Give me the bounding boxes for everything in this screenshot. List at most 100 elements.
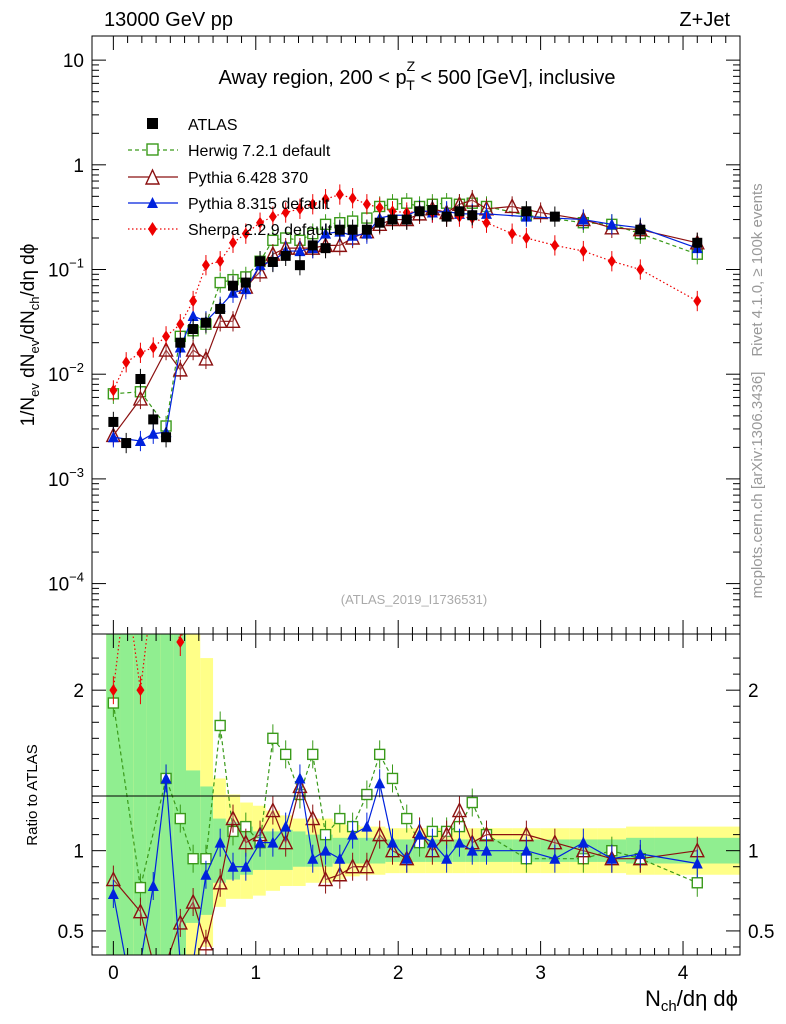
atlas-point xyxy=(267,256,278,267)
pythia8-point xyxy=(320,227,332,239)
ratio-x-tick-label: 2 xyxy=(393,963,404,984)
xlabel-a: N xyxy=(645,986,661,1011)
ratio-x-tick-label: 4 xyxy=(678,963,689,984)
main-y-axis-label: 1/Nev dNev/dNch/dη dϕ xyxy=(18,244,42,427)
herwig-ratio-point xyxy=(691,877,703,889)
sherpa-point xyxy=(176,318,185,331)
pythia6-ratio-point xyxy=(238,834,254,850)
title-post: < 500 [GeV], inclusive xyxy=(415,67,616,89)
main-y-tick-label: 10−4 xyxy=(48,570,84,596)
band-inner-bin xyxy=(213,818,226,883)
pythia6-ratio-point xyxy=(438,826,455,842)
pythia6-point xyxy=(225,312,241,329)
atlas-point xyxy=(414,206,425,217)
pythia6-ratio-point xyxy=(451,801,468,818)
atlas-point xyxy=(374,217,385,228)
pythia6-point xyxy=(532,203,549,220)
sherpa-point xyxy=(508,227,517,240)
pythia6-ratio-point xyxy=(372,826,388,842)
ratio-x-tick-label: 1 xyxy=(250,963,261,984)
herwig-point xyxy=(214,276,226,289)
legend-sherpa-label: Sherpa 2.2.9 default xyxy=(188,222,333,239)
pythia8-ratio-point xyxy=(426,836,438,848)
ratio-y-tick-label-right: 2 xyxy=(748,681,759,702)
pythia8-ratio-point xyxy=(307,852,319,864)
sherpa-point xyxy=(295,202,304,215)
pythia6-ratio-point xyxy=(225,810,241,826)
atlas-point xyxy=(280,250,291,261)
pythia6-ratio-point xyxy=(132,903,149,919)
xlabel-a-sub: ch xyxy=(661,998,677,1015)
atlas-point xyxy=(347,224,358,235)
sherpa-point xyxy=(216,255,225,268)
mcplots-label: mcplots.cern.ch [arXiv:1306.3436] xyxy=(749,372,766,599)
atlas-point xyxy=(521,206,532,217)
pythia8-ratio-point xyxy=(387,836,399,848)
pythia8-point xyxy=(134,435,146,447)
ratio-y-tick-label: 0.5 xyxy=(58,922,84,943)
xlabel-b: /dη dϕ xyxy=(677,986,738,1011)
herwig-ratio-point xyxy=(373,748,386,761)
herwig-ratio-point xyxy=(361,788,373,801)
band-inner-bin xyxy=(372,837,386,864)
sherpa-point xyxy=(522,231,531,244)
sherpa-ratio-point xyxy=(176,636,185,649)
ratio-plot-frame xyxy=(91,633,741,956)
ratio-y-tick-label: 2 xyxy=(73,681,84,702)
pythia6-point xyxy=(185,341,201,357)
herwig-ratio-point xyxy=(134,881,147,894)
pythia6-ratio-point xyxy=(317,870,334,887)
ylabel-b-sub: ev xyxy=(27,339,42,353)
title-sub: T xyxy=(406,77,415,93)
sherpa-point xyxy=(256,216,265,229)
pythia6-point xyxy=(332,236,348,253)
sherpa-point xyxy=(375,201,384,214)
sherpa-point xyxy=(579,245,588,258)
pythia8-ratio-point xyxy=(214,836,226,848)
pythia6-point xyxy=(212,312,228,329)
atlas-point xyxy=(135,373,146,384)
pythia8-point xyxy=(294,245,306,257)
pythia8-ratio-point xyxy=(320,844,332,856)
ratio-y-axis-label: Ratio to ATLAS xyxy=(24,744,41,845)
pythia8-point xyxy=(187,309,199,321)
ylabel-a-sub: ev xyxy=(27,383,42,397)
legend-pythia8-label: Pythia 8.315 default xyxy=(188,196,330,213)
sherpa-point xyxy=(149,341,158,354)
pythia8-ratio-point xyxy=(549,852,561,864)
legend-pythia8-marker xyxy=(147,197,158,208)
atlas-point xyxy=(549,211,560,222)
plot-title: Away region, 200 < pZ T < 500 [GeV], incl… xyxy=(219,58,616,93)
herwig-ratio-point xyxy=(334,812,346,825)
legend-pythia6-marker xyxy=(144,168,161,185)
atlas-point xyxy=(307,240,318,251)
sherpa-point xyxy=(281,206,290,219)
pythia6-ratio-point xyxy=(198,935,214,951)
legend: ATLAS Herwig 7.2.1 default Pythia 6.428 … xyxy=(128,117,333,239)
legend-herwig-label: Herwig 7.2.1 default xyxy=(188,143,331,160)
sherpa-point xyxy=(693,295,702,308)
pythia8-ratio-point xyxy=(414,828,426,840)
title-sup: Z xyxy=(407,58,416,74)
legend-atlas-marker xyxy=(147,118,158,129)
pythia8-ratio-point xyxy=(254,836,266,848)
x-axis-label: Nch/dη dϕ xyxy=(645,986,738,1015)
ratio-y-tick-label-right: 0.5 xyxy=(748,922,774,943)
herwig-ratio-point xyxy=(214,719,226,732)
sherpa-point xyxy=(162,330,171,343)
main-y-tick-label: 10−1 xyxy=(48,256,84,282)
header-right: Z+Jet xyxy=(679,9,730,31)
sherpa-line xyxy=(112,193,698,391)
herwig-ratio-point xyxy=(386,772,399,785)
sherpa-point xyxy=(228,236,237,249)
herwig-ratio-point xyxy=(307,748,319,761)
atlas-point xyxy=(427,205,438,216)
ratio-y-tick-label-right: 1 xyxy=(748,842,759,863)
pythia6-point xyxy=(504,197,520,214)
pythia8-ratio-point xyxy=(107,888,119,900)
pythia6-ratio-point xyxy=(359,858,375,874)
band-inner-bin xyxy=(106,634,121,955)
band-inner-bin xyxy=(292,831,306,867)
atlas-point xyxy=(188,324,199,335)
